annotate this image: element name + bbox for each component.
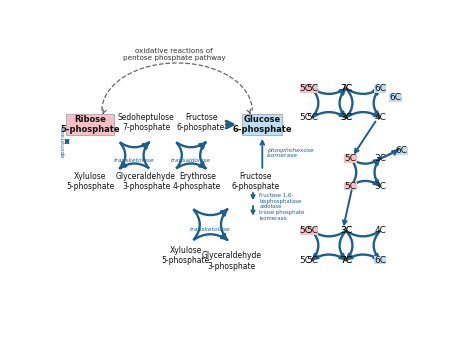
Text: Xylulose
5-phosphate: Xylulose 5-phosphate [66,172,114,191]
Text: 3C: 3C [340,226,352,235]
FancyBboxPatch shape [242,114,283,135]
Text: 3C: 3C [340,113,352,122]
Text: Erythrose
4-phosphate: Erythrose 4-phosphate [173,172,221,191]
FancyBboxPatch shape [300,84,312,92]
Text: 4C: 4C [374,113,386,122]
FancyBboxPatch shape [396,147,408,155]
Text: 6C: 6C [374,84,386,93]
FancyBboxPatch shape [300,227,312,235]
Text: Fructose
6-phosphate: Fructose 6-phosphate [231,172,280,191]
FancyBboxPatch shape [66,114,114,135]
Text: 3C: 3C [340,113,352,122]
FancyBboxPatch shape [306,84,318,92]
Text: 5C: 5C [300,84,312,93]
Text: transaldolase: transaldolase [171,158,211,163]
Text: 6C: 6C [374,256,386,265]
Text: 3C: 3C [374,182,386,191]
Text: 5C: 5C [300,113,312,122]
Text: 4C: 4C [374,226,386,235]
Text: oxidative reactions of
pentose phosphate pathway: oxidative reactions of pentose phosphate… [123,48,225,61]
Text: fructose 1,6-
bisphosphatase
aldolase
triose phosphate
isomerase: fructose 1,6- bisphosphatase aldolase tr… [259,193,305,221]
Text: 7C: 7C [340,84,352,93]
FancyBboxPatch shape [345,154,357,163]
Text: 5C: 5C [300,256,312,265]
Text: Glyceraldehyde
3-phosphate: Glyceraldehyde 3-phosphate [201,251,261,270]
Text: Ribose
5-phosphate: Ribose 5-phosphate [61,115,120,134]
Text: transketolase: transketolase [190,227,231,232]
Text: 5C: 5C [345,154,356,163]
FancyBboxPatch shape [390,93,402,102]
Text: Fructose
6-phosphate: Fructose 6-phosphate [177,112,225,132]
Text: 3C: 3C [374,154,386,163]
Text: phosphohexose
isomerase: phosphohexose isomerase [267,148,314,158]
Text: Sedoheptulose
7-phosphate: Sedoheptulose 7-phosphate [118,112,174,132]
Text: Xylulose
5-phosphate: Xylulose 5-phosphate [162,246,210,265]
Text: 7C: 7C [340,256,352,265]
Text: 3C: 3C [340,226,352,235]
Text: 5C: 5C [306,226,318,235]
Text: 5C: 5C [345,182,356,191]
FancyBboxPatch shape [374,84,386,92]
FancyBboxPatch shape [306,227,318,235]
FancyBboxPatch shape [374,256,386,264]
Text: 5C: 5C [306,84,318,93]
Text: 6C: 6C [396,146,408,155]
Text: 5C: 5C [300,226,312,235]
FancyBboxPatch shape [345,182,357,190]
Text: Glyceraldehyde
3-phosphate: Glyceraldehyde 3-phosphate [116,172,176,191]
Text: 7C: 7C [340,256,352,265]
Text: epimerase: epimerase [61,126,65,157]
Text: 7C: 7C [340,84,352,93]
Text: 5C: 5C [306,113,318,122]
Text: Glucose
6-phosphate: Glucose 6-phosphate [232,115,292,134]
Text: 5C: 5C [306,256,318,265]
Text: 6C: 6C [390,93,401,102]
Text: transketolase: transketolase [114,158,155,163]
